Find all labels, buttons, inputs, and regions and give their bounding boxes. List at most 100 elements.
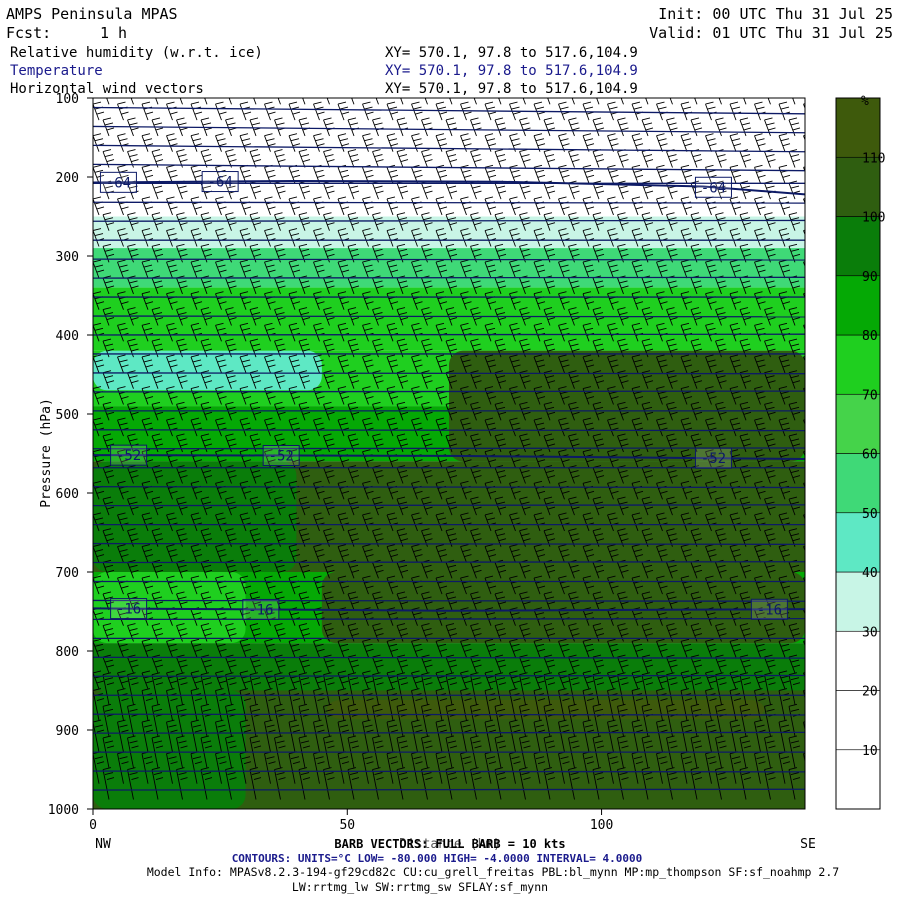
wind-barb [337, 688, 350, 721]
wind-barb [347, 672, 360, 705]
isotherm-line [93, 674, 805, 677]
wind-barb [323, 735, 335, 769]
wind-barb [568, 703, 580, 737]
wind-barb [362, 386, 374, 405]
wind-barb [715, 243, 727, 263]
wind-barb [176, 654, 188, 674]
wind-barb [729, 354, 742, 374]
wind-barb [386, 638, 399, 658]
wind-barb [362, 417, 374, 437]
contour-label-box [110, 444, 148, 466]
wind-barb [166, 259, 178, 279]
wind-barb [592, 767, 605, 800]
wind-barb [470, 528, 482, 547]
wind-barb [274, 370, 286, 389]
wind-barb [533, 575, 546, 595]
wind-barb [176, 528, 188, 547]
wind-barb [705, 512, 717, 532]
wind-barb [592, 433, 605, 453]
wind-barb [519, 401, 531, 421]
wind-barb [656, 386, 668, 405]
wind-barb [607, 322, 619, 342]
wind-barb [631, 386, 644, 405]
wind-barb [533, 228, 546, 247]
wind-barb [509, 638, 521, 658]
wind-barb [494, 591, 507, 611]
wind-barb [288, 688, 301, 721]
wind-barb [778, 480, 791, 500]
wind-barb [200, 672, 213, 705]
wind-barb [568, 307, 580, 326]
wind-barb [190, 417, 203, 437]
wind-barb [754, 133, 766, 152]
wind-barb [93, 670, 105, 690]
wind-barb [705, 449, 717, 468]
wind-barb [543, 528, 556, 547]
wind-barb [631, 719, 644, 753]
wind-barb [607, 670, 619, 690]
wind-barb [715, 180, 727, 200]
wind-barb [337, 259, 350, 279]
wind-barb [411, 259, 423, 279]
wind-barb [764, 307, 776, 326]
wind-barb [814, 86, 825, 104]
wind-barb [421, 212, 433, 231]
wind-barb [435, 544, 448, 563]
wind-barb [249, 591, 262, 611]
wind-barb [435, 607, 448, 626]
wind-barb [519, 465, 531, 484]
wind-barb [225, 465, 237, 484]
wind-barb [460, 228, 472, 247]
wind-barb [127, 433, 139, 453]
model-title: AMPS Peninsula MPAS [6, 5, 178, 23]
wind-barb [568, 243, 580, 263]
wind-barb [617, 180, 629, 200]
wind-barb [239, 638, 252, 658]
y-tick-label: 1000 [48, 803, 79, 818]
wind-barb [764, 735, 776, 769]
wind-barb [337, 291, 350, 310]
wind-barb [519, 149, 531, 168]
field-name: Horizontal wind vectors [10, 81, 204, 97]
wind-barb [288, 449, 301, 468]
wind-barb [93, 291, 105, 310]
wind-barb [264, 512, 276, 532]
wind-barb [313, 354, 325, 374]
wind-barb [435, 719, 448, 753]
wind-barb [460, 719, 472, 753]
y-tick-label: 500 [56, 408, 79, 423]
wind-barb [729, 228, 742, 247]
wind-barb [323, 559, 335, 579]
wind-barb [739, 180, 752, 200]
field-xy: XY= 570.1, 97.8 to 517.6,104.9 [385, 63, 638, 79]
wind-barb [102, 117, 115, 137]
wind-barb [568, 767, 580, 800]
wind-barb [264, 638, 276, 658]
wind-barb [225, 149, 237, 168]
wind-barb [151, 528, 164, 547]
wind-barb [337, 101, 350, 121]
wind-barb [166, 228, 178, 247]
wind-barb [543, 735, 556, 769]
wind-barb [117, 259, 129, 279]
isotherm-line [93, 656, 805, 659]
wind-barb [607, 164, 619, 184]
wind-barb [298, 672, 311, 705]
wind-barb [705, 354, 717, 374]
colorbar-frame [835, 97, 881, 810]
wind-barb [93, 480, 105, 500]
wind-barb [347, 433, 360, 453]
wind-barb [274, 591, 286, 611]
wind-barb [729, 259, 742, 279]
wind-barb [617, 767, 629, 800]
wind-barb [117, 512, 129, 532]
isotherm-line [93, 219, 805, 222]
wind-barb [494, 243, 507, 263]
wind-barb [558, 719, 570, 753]
y-tick-label: 900 [56, 724, 79, 739]
wind-barb [411, 575, 423, 595]
wind-barb [117, 291, 129, 310]
wind-barb [715, 767, 727, 800]
wind-barb [739, 767, 752, 800]
wind-barb [690, 654, 703, 674]
